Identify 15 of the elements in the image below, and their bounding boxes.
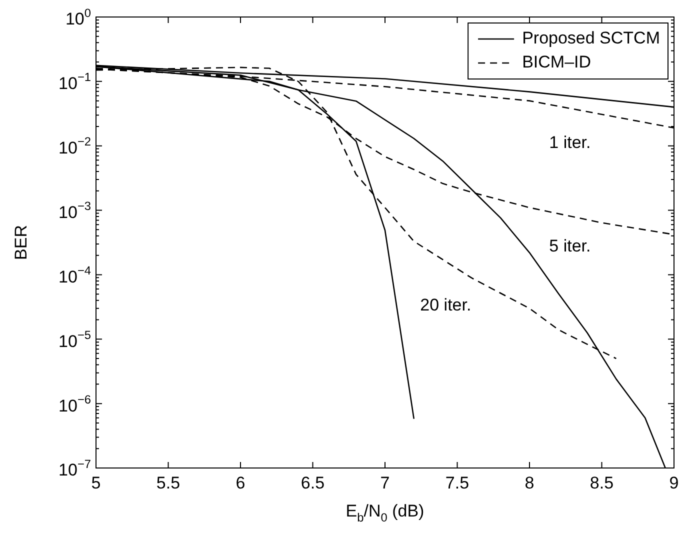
x-tick-label: 7.5 bbox=[445, 474, 470, 493]
annotation: 20 iter. bbox=[420, 295, 472, 314]
annotation: 1 iter. bbox=[549, 132, 591, 152]
x-tick-label: 7 bbox=[380, 474, 390, 493]
legend-label: Proposed SCTCM bbox=[522, 28, 660, 48]
y-axis-title: BER bbox=[12, 225, 31, 260]
x-tick-label: 8 bbox=[524, 474, 534, 493]
x-tick-label: 5 bbox=[91, 474, 101, 493]
annotation: 5 iter. bbox=[549, 236, 591, 256]
x-tick-label: 8.5 bbox=[590, 474, 614, 493]
x-tick-label: 6 bbox=[236, 474, 246, 493]
x-tick-label: 9 bbox=[669, 474, 679, 493]
x-tick-label: 6.5 bbox=[300, 474, 325, 493]
x-tick-label: 5.5 bbox=[156, 474, 180, 493]
legend-label: BICM–ID bbox=[522, 52, 592, 72]
